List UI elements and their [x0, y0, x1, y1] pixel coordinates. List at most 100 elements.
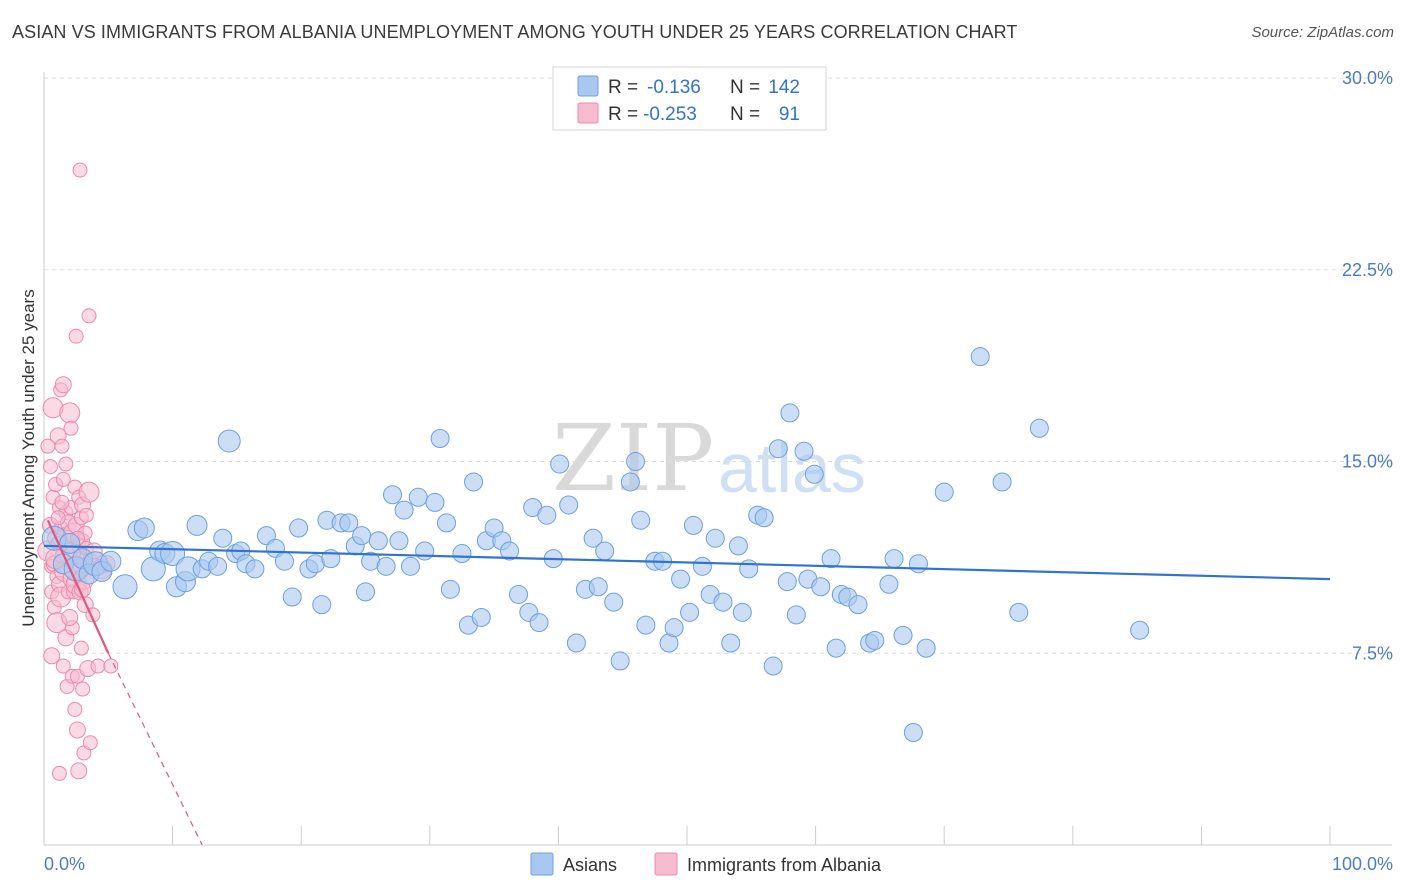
asian-point [721, 633, 741, 653]
legend-swatch-albania [577, 102, 599, 124]
asian-point [916, 638, 936, 658]
trend-lines [43, 519, 1331, 846]
asian-point [595, 541, 615, 561]
asian-point [59, 532, 81, 554]
y-tick-label: 7.5% [1352, 643, 1393, 663]
asian-point [732, 602, 752, 622]
albania-point [68, 721, 86, 739]
watermark: ZIP atlas [552, 405, 866, 512]
legend-r-label-albania: R = [608, 104, 638, 125]
asian-point [893, 625, 913, 645]
bottom-legend: Asians Immigrants from Albania [530, 852, 882, 876]
asian-point [777, 572, 797, 592]
legend-swatch-asians [577, 75, 599, 97]
asian-point [804, 464, 824, 484]
chart-title: ASIAN VS IMMIGRANTS FROM ALBANIA UNEMPLO… [12, 22, 1018, 42]
asian-point [440, 579, 460, 599]
asian-point [356, 582, 375, 602]
asian-point [394, 500, 414, 520]
albania-point [59, 402, 81, 424]
asian-point [604, 592, 624, 612]
albania-point [78, 507, 94, 523]
asian-point [705, 528, 725, 548]
asian-point [500, 541, 520, 561]
asian-point [934, 482, 954, 502]
asian-point [112, 574, 138, 600]
asian-point [728, 536, 748, 556]
albania-point [81, 308, 97, 324]
bottom-legend-swatch-asians [530, 852, 554, 876]
x-tick-label-max: 100.0% [1332, 854, 1393, 874]
y-tick-label: 15.0% [1342, 452, 1393, 472]
albania-point [70, 762, 88, 780]
asian-point [620, 472, 640, 492]
albania-point [54, 494, 70, 510]
asian-point [848, 595, 868, 615]
asian-point [566, 633, 586, 653]
asian-point [992, 472, 1012, 492]
asian-point [408, 487, 428, 507]
asian-point [970, 347, 990, 367]
y-tick-label: 22.5% [1342, 260, 1393, 280]
albania-point [58, 456, 74, 472]
asian-point [274, 551, 294, 571]
albania-point [78, 481, 100, 503]
asian-point [903, 723, 923, 743]
asian-point [339, 513, 359, 533]
albania-point [42, 459, 58, 475]
asian-point [583, 528, 603, 548]
asian-points [41, 347, 1150, 743]
albania-trend-line [46, 519, 110, 654]
legend-n-value-asians: 142 [768, 77, 800, 98]
asian-point [865, 630, 885, 650]
asian-point [636, 615, 656, 635]
asian-point [768, 439, 788, 459]
asian-point [537, 505, 557, 525]
legend-r-value-asians: -0.136 [647, 77, 701, 98]
asian-point [811, 577, 831, 597]
albania-point [68, 328, 84, 344]
asian-point [437, 513, 457, 533]
bottom-legend-label-albania: Immigrants from Albania [687, 855, 882, 875]
legend-n-label-asians: N = [730, 77, 760, 98]
asian-point [389, 531, 409, 551]
asian-point [610, 651, 630, 671]
asian-point [289, 518, 309, 538]
albania-point [43, 647, 61, 665]
albania-point [73, 640, 89, 656]
asian-point [794, 441, 814, 461]
albania-point [54, 438, 70, 454]
asian-point [626, 452, 646, 471]
legend-n-label-albania: N = [730, 104, 760, 125]
albania-point [82, 735, 98, 751]
asian-point [160, 541, 186, 567]
asian-point [780, 403, 800, 423]
asian-point [588, 577, 608, 597]
asians-trend-line [43, 544, 1331, 581]
asian-point [186, 514, 208, 536]
asian-point [821, 549, 841, 569]
albania-point [103, 658, 119, 674]
asian-point [671, 569, 691, 589]
axes [43, 72, 1392, 846]
asian-point [217, 429, 241, 453]
legend-n-value-albania: 91 [779, 104, 800, 125]
asian-point [213, 528, 233, 548]
asian-point [376, 556, 396, 576]
albania-point [72, 162, 88, 178]
x-ticks [172, 826, 1331, 845]
asian-point [1130, 620, 1150, 640]
asian-point [550, 454, 570, 474]
legend-r-label-asians: R = [608, 77, 638, 98]
asian-point [509, 584, 529, 604]
watermark-atlas: atlas [718, 429, 866, 507]
albania-point [75, 681, 91, 697]
asian-point [401, 556, 421, 576]
asian-point [631, 510, 651, 530]
asian-point [383, 485, 403, 505]
asian-point [452, 544, 472, 564]
y-axis-title: Unemployment Among Youth under 25 years [19, 289, 38, 626]
asian-point [713, 592, 733, 612]
asian-point [1009, 602, 1029, 622]
asian-point [879, 574, 899, 594]
